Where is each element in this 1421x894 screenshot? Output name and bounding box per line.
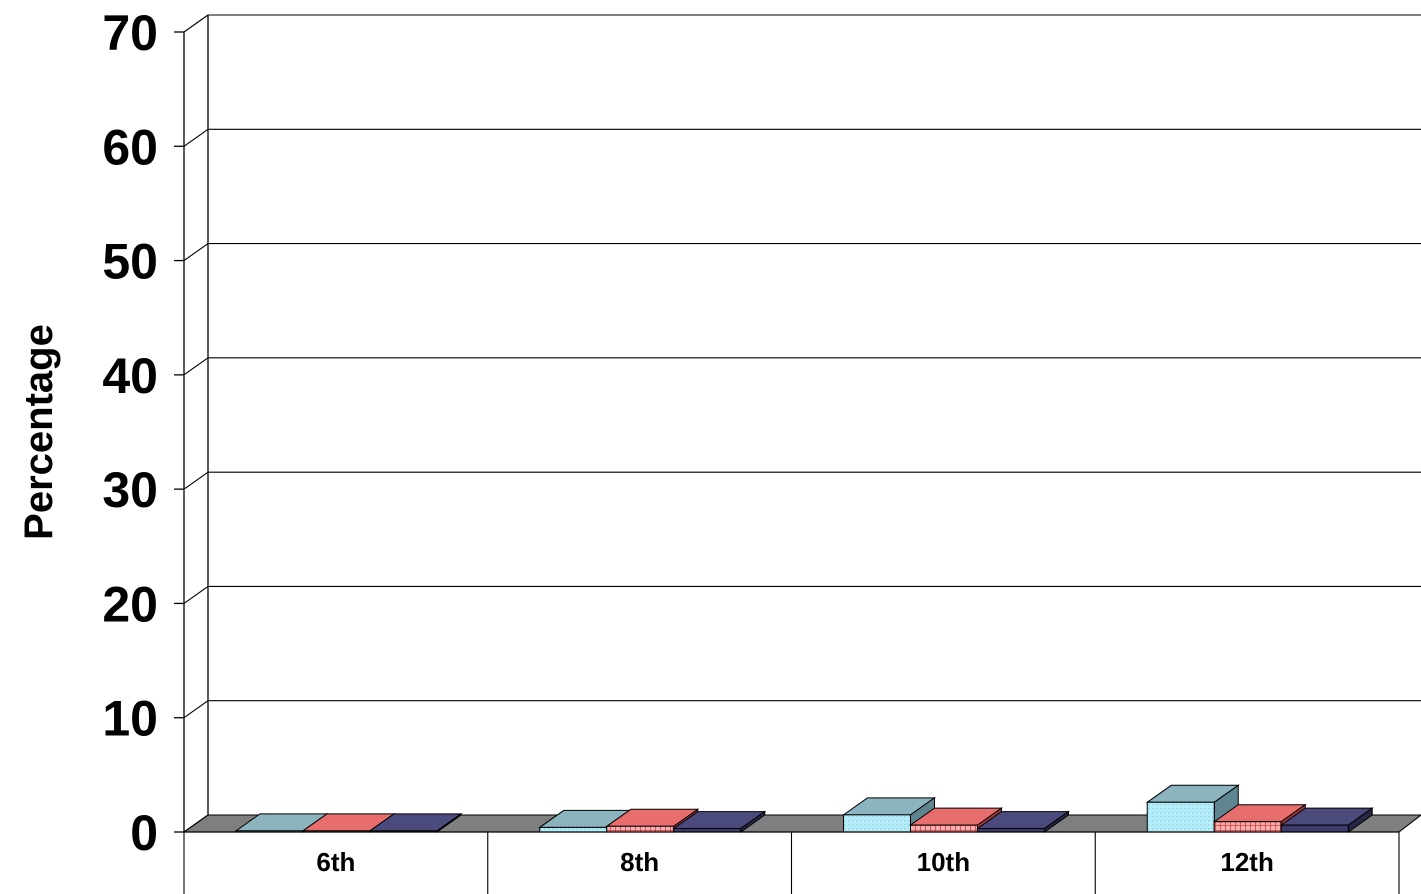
category-label: 6th — [316, 847, 355, 877]
bar-front — [606, 825, 675, 833]
y-tick-label: 60 — [102, 119, 158, 175]
y-tick-label: 10 — [102, 691, 158, 747]
bar — [1279, 807, 1374, 833]
category-label: 12th — [1220, 847, 1273, 877]
y-tick-label: 40 — [102, 348, 158, 404]
gridlines — [183, 14, 1421, 833]
y-tick-label: 50 — [102, 234, 158, 290]
category-label: 10th — [917, 847, 970, 877]
side-wall-gridline — [183, 471, 209, 490]
y-tick-label: 0 — [130, 805, 158, 861]
side-wall-gridline — [183, 14, 209, 33]
side-wall-gridline — [183, 585, 209, 604]
side-wall-gridline — [183, 700, 209, 719]
y-tick-label: 20 — [102, 576, 158, 632]
y-axis-title: Percentage — [17, 324, 61, 540]
y-tick-label: 70 — [102, 5, 158, 61]
bar — [975, 810, 1071, 833]
category-axis: 6th 8th 10th 12th — [183, 831, 1400, 894]
side-wall-gridline — [183, 128, 209, 147]
value-axis: 0 10 20 30 40 50 60 70 — [102, 5, 185, 861]
bar-front — [1280, 824, 1349, 833]
side-wall-gridline — [183, 243, 209, 262]
bar-front — [539, 826, 608, 833]
bar-front — [1213, 821, 1282, 833]
y-tick-label: 30 — [102, 462, 158, 518]
side-wall-gridline — [183, 357, 209, 376]
category-label: 8th — [620, 847, 659, 877]
bar-front — [843, 814, 911, 833]
bar-front — [910, 824, 978, 833]
bar — [672, 810, 767, 833]
bar-front — [1146, 801, 1215, 833]
